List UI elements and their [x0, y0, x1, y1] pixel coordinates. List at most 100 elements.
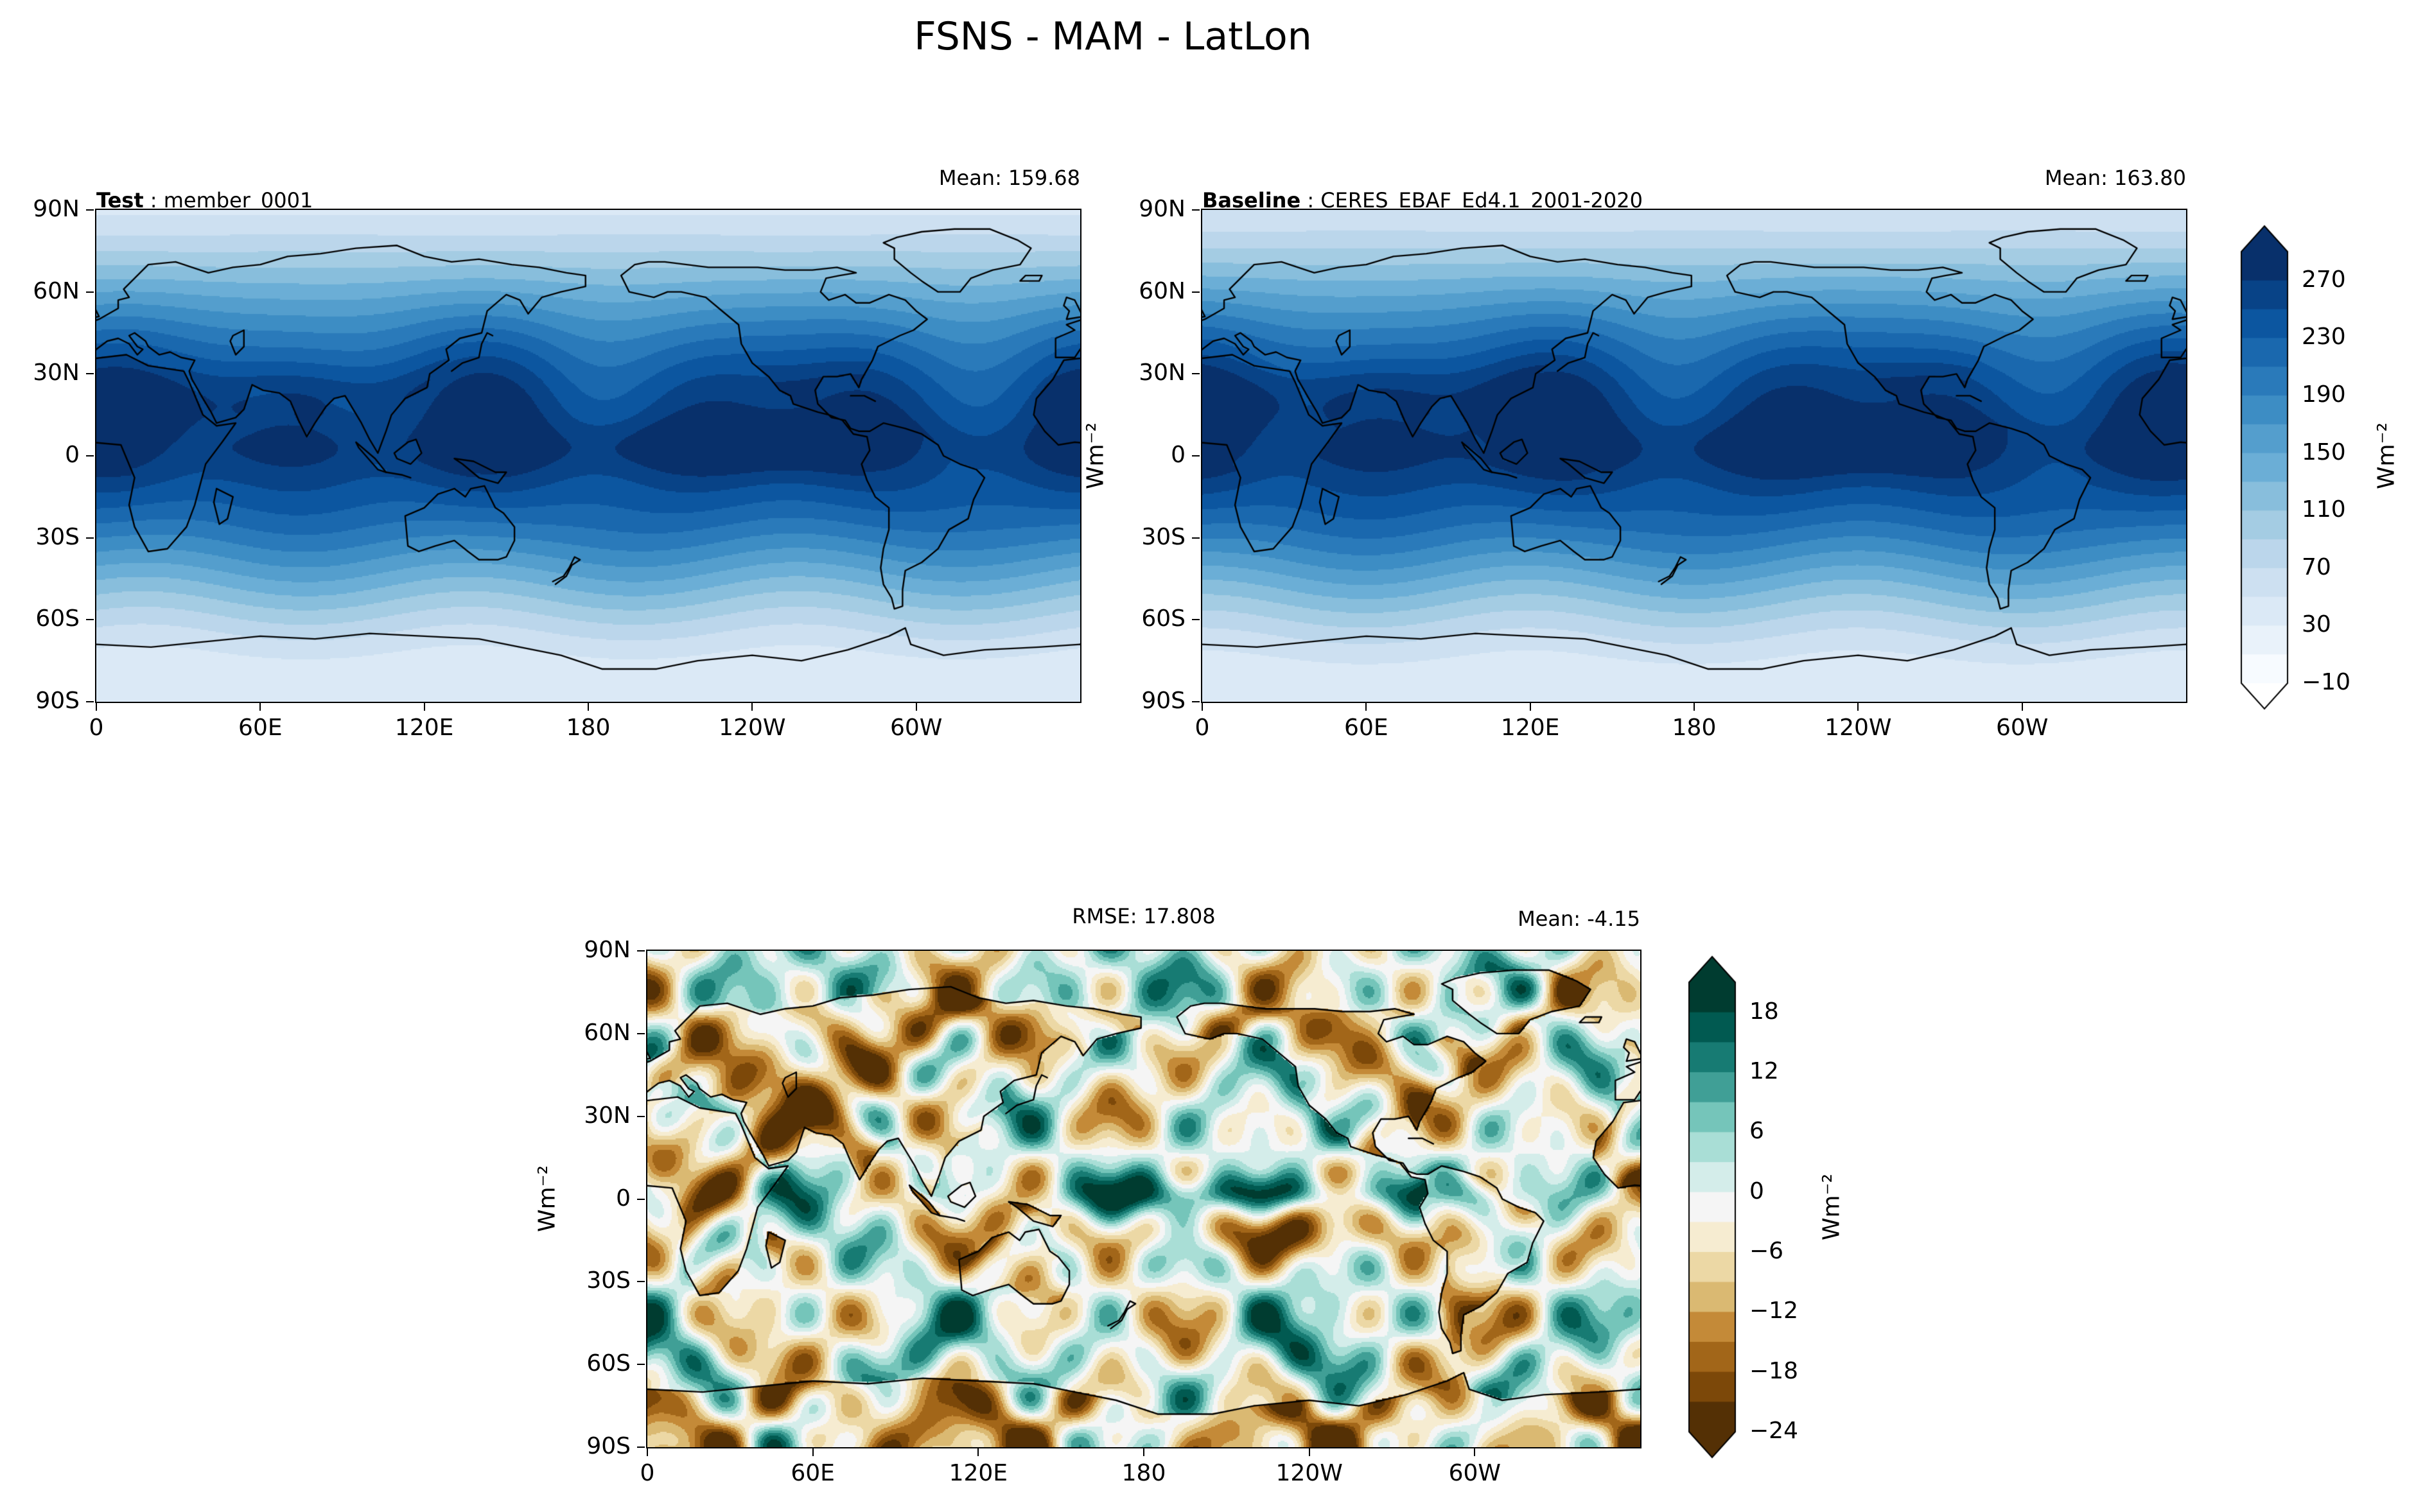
- baseline-x-tick-mark: [1529, 703, 1531, 711]
- main-colorbar-tick-label: 150: [2302, 439, 2346, 465]
- diff-y-tick-mark: [637, 950, 645, 952]
- diff-y-tick-label: 30N: [584, 1102, 631, 1129]
- baseline-y-tick-mark: [1192, 701, 1200, 702]
- test-x-tick-mark: [588, 703, 589, 711]
- main-colorbar-unit: Wm⁻²: [2373, 422, 2400, 490]
- test-label: Test: [96, 188, 144, 213]
- baseline-y-tick-label: 90S: [1141, 688, 1186, 714]
- baseline-y-tick-mark: [1192, 619, 1200, 621]
- baseline-header-line1: Baseline : CERES_EBAF_Ed4.1_2001-2020: [1202, 187, 1643, 214]
- baseline-dataset: CERES_EBAF_Ed4.1_2001-2020: [1320, 188, 1643, 213]
- diff-y-tick-mark: [637, 1447, 645, 1448]
- baseline-x-tick-label: 120W: [1825, 715, 1892, 741]
- test-x-tick-label: 120W: [719, 715, 786, 741]
- main-colorbar-tick-label: 70: [2302, 553, 2331, 580]
- baseline-y-tick-mark: [1192, 455, 1200, 456]
- diff-colorbar-tick-label: 6: [1749, 1118, 1764, 1145]
- map-diff-axes: [646, 950, 1641, 1448]
- test-y-tick-label: 60N: [33, 277, 80, 304]
- test-label-sep: :: [143, 188, 164, 213]
- main-colorbar-tick-label: 110: [2302, 496, 2346, 523]
- baseline-x-tick-label: 60W: [1995, 715, 2049, 741]
- test-y-tick-mark: [86, 619, 94, 621]
- test-y-tick-label: 90N: [33, 196, 80, 222]
- diff-colorbar: [1688, 955, 1737, 1459]
- diff-x-tick-label: 60E: [791, 1460, 835, 1486]
- test-x-tick-label: 0: [89, 715, 104, 741]
- baseline-mean: Mean: 163.80: [2044, 166, 2186, 190]
- test-header-line1: Test : member_0001: [96, 187, 313, 214]
- diff-y-tick-mark: [637, 1281, 645, 1283]
- diff-x-tick-label: 0: [640, 1460, 655, 1486]
- baseline-label-sep: :: [1300, 188, 1321, 213]
- diff-y-tick-label: 90S: [586, 1433, 631, 1459]
- diff-y-tick-mark: [637, 1364, 645, 1366]
- map-test-axes: [95, 209, 1081, 703]
- figure-title: FSNS - MAM - LatLon: [914, 14, 1312, 59]
- baseline-y-tick-label: 0: [1171, 442, 1186, 468]
- diff-x-tick-label: 180: [1121, 1460, 1166, 1486]
- test-y-tick-label: 30S: [35, 523, 80, 550]
- diff-rmse: RMSE: 17.808: [1072, 904, 1216, 928]
- baseline-y-tick-mark: [1192, 373, 1200, 375]
- diff-colorbar-tick-label: −24: [1749, 1418, 1798, 1444]
- diff-colorbar-tick-label: 0: [1749, 1177, 1764, 1204]
- baseline-y-tick-label: 90N: [1139, 196, 1186, 222]
- diff-x-tick-mark: [977, 1448, 979, 1456]
- diff-x-tick-mark: [1308, 1448, 1310, 1456]
- test-x-tick-mark: [915, 703, 917, 711]
- test-y-tick-label: 0: [65, 442, 80, 468]
- main-colorbar-tick-label: 30: [2302, 611, 2331, 638]
- diff-colorbar-tick-label: −6: [1749, 1238, 1784, 1264]
- baseline-x-tick-label: 0: [1195, 715, 1210, 741]
- map-diff-canvas: [647, 951, 1640, 1447]
- diff-x-tick-label: 60W: [1448, 1460, 1501, 1486]
- baseline-y-tick-label: 60N: [1139, 277, 1186, 304]
- baseline-x-tick-label: 120E: [1500, 715, 1560, 741]
- baseline-y-tick-mark: [1192, 537, 1200, 539]
- baseline-x-tick-mark: [1694, 703, 1695, 711]
- test-x-tick-label: 60E: [238, 715, 283, 741]
- test-y-tick-mark: [86, 291, 94, 293]
- diff-colorbar-tick-label: −18: [1749, 1357, 1798, 1384]
- test-y-tick-mark: [86, 701, 94, 702]
- baseline-y-tick-mark: [1192, 291, 1200, 293]
- baseline-x-tick-mark: [2021, 703, 2023, 711]
- test-y-tick-label: 60S: [35, 605, 80, 632]
- diff-y-tick-label: 30S: [586, 1267, 631, 1294]
- baseline-y-tick-label: 60S: [1141, 605, 1186, 632]
- test-x-tick-mark: [423, 703, 425, 711]
- baseline-label: Baseline: [1202, 188, 1301, 213]
- test-x-tick-mark: [259, 703, 261, 711]
- diff-y-tick-mark: [637, 1198, 645, 1200]
- test-x-tick-label: 60W: [889, 715, 943, 741]
- test-y-tick-mark: [86, 537, 94, 539]
- diff-colorbar-tick-label: −12: [1749, 1298, 1798, 1325]
- baseline-x-tick-mark: [1365, 703, 1367, 711]
- test-y-tick-mark: [86, 455, 94, 456]
- main-colorbar-tick-label: −10: [2302, 669, 2350, 695]
- main-colorbar-tick-label: 190: [2302, 381, 2346, 408]
- map-test-canvas: [96, 210, 1080, 702]
- map-baseline-canvas: [1202, 210, 2186, 702]
- diff-y-tick-label: 0: [616, 1185, 631, 1212]
- test-x-tick-label: 120E: [394, 715, 454, 741]
- diff-y-tick-mark: [637, 1115, 645, 1117]
- diff-x-tick-mark: [1143, 1448, 1144, 1456]
- main-colorbar-tick-label: 230: [2302, 324, 2346, 351]
- diff-y-tick-mark: [637, 1032, 645, 1034]
- main-colorbar-tick-label: 270: [2302, 266, 2346, 293]
- test-mean: Mean: 159.68: [938, 166, 1080, 190]
- test-x-tick-mark: [751, 703, 753, 711]
- baseline-x-tick-mark: [1202, 703, 1203, 711]
- diff-x-tick-mark: [1474, 1448, 1476, 1456]
- diff-x-tick-mark: [812, 1448, 814, 1456]
- diff-y-tick-label: 60S: [586, 1350, 631, 1377]
- diff-y-tick-label: 90N: [584, 937, 631, 963]
- map-baseline-axes: [1201, 209, 2187, 703]
- test-y-tick-label: 90S: [35, 688, 80, 714]
- test-y-tick-label: 30N: [33, 360, 80, 387]
- baseline-x-tick-mark: [1857, 703, 1859, 711]
- main-colorbar: [2240, 225, 2289, 710]
